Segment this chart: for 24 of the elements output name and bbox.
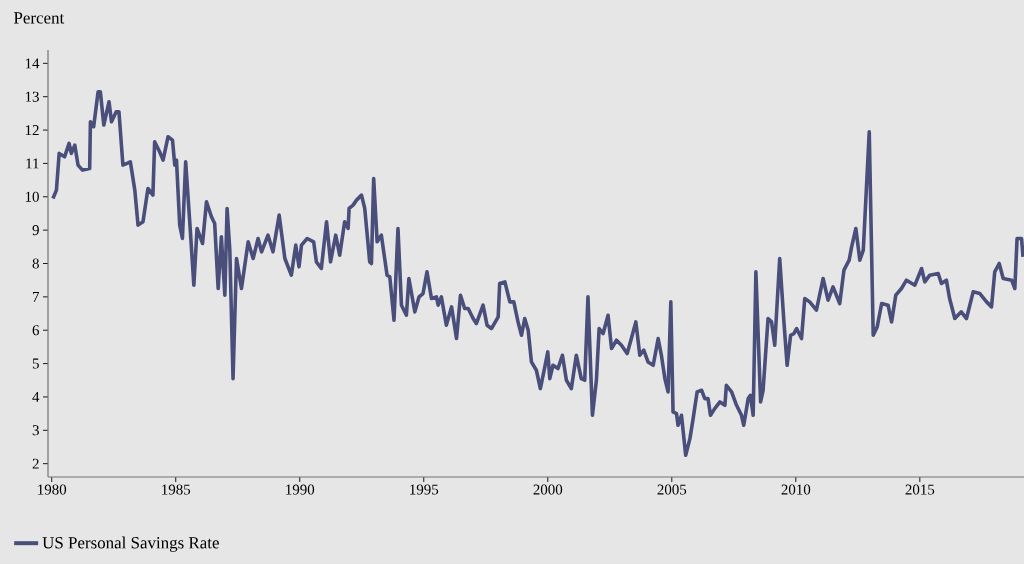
y-tick-label: 9 <box>32 225 39 236</box>
line-series <box>51 89 1024 458</box>
y-tick-label: 6 <box>32 325 40 336</box>
x-tick-label: 2015 <box>905 484 935 495</box>
y-tick-label: 4 <box>32 392 40 402</box>
y-tick-label: 10 <box>25 191 39 202</box>
x-tick-label: 2000 <box>533 484 563 495</box>
x-tick-label: 1985 <box>162 484 191 495</box>
y-tick-label: 12 <box>25 125 39 136</box>
y-tick-label: 14 <box>25 58 40 69</box>
y-tick-label: 13 <box>25 91 39 102</box>
y-axis-title: Percent <box>13 12 65 24</box>
y-tick-label: 8 <box>32 258 39 269</box>
y-tick-label: 3 <box>32 425 39 436</box>
x-tick-label: 1990 <box>286 484 315 495</box>
x-tick-label: 1995 <box>410 484 439 495</box>
y-tick-label: 2 <box>32 458 39 469</box>
y-tick-label: 5 <box>32 358 39 369</box>
legend-label: US Personal Savings Rate <box>42 536 219 552</box>
x-tick-label: 2010 <box>781 484 811 495</box>
y-tick-label: 7 <box>33 291 40 302</box>
x-tick-label: 1980 <box>38 484 67 495</box>
x-tick-label: 2005 <box>657 484 687 495</box>
y-tick-label: 11 <box>26 158 39 169</box>
